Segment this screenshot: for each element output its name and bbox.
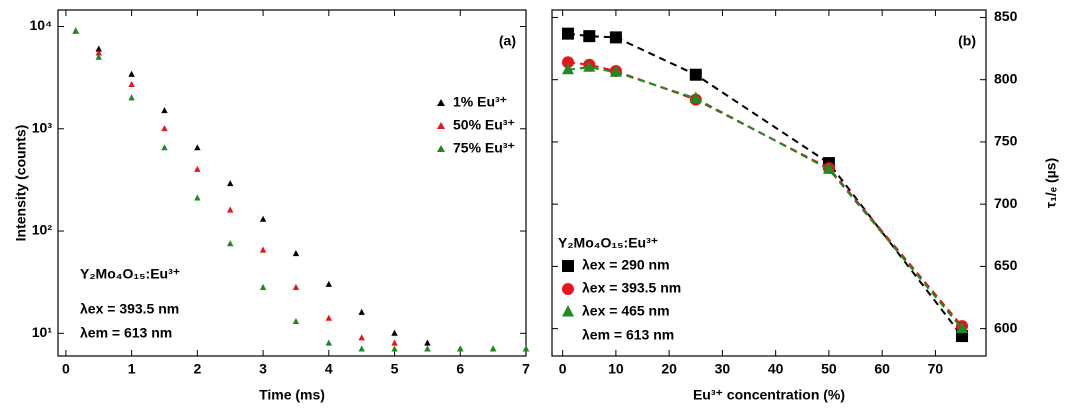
panel-label: (a)	[499, 33, 516, 49]
x-tick-label: 0	[62, 361, 70, 377]
y-tick-label: 10¹	[32, 324, 53, 340]
data-point	[689, 68, 702, 81]
data-point	[424, 345, 431, 352]
y-tick-label: 800	[994, 70, 1018, 86]
y-tick-label: 600	[994, 319, 1018, 335]
data-point	[609, 31, 622, 44]
x-tick-label: 70	[928, 361, 944, 377]
data-point	[424, 339, 431, 346]
y-tick-label: 650	[994, 257, 1018, 273]
legend-marker	[437, 145, 445, 152]
x-tick-label: 7	[522, 361, 530, 377]
x-tick-label: 50	[821, 361, 837, 377]
data-point	[561, 56, 574, 69]
y-tick-label: 750	[994, 133, 1018, 149]
y-tick-label: 700	[994, 195, 1018, 211]
data-point	[583, 60, 596, 72]
x-tick-label: 40	[768, 361, 784, 377]
data-point	[95, 53, 102, 60]
data-point	[325, 339, 333, 346]
x-tick-label: 5	[391, 361, 399, 377]
data-point	[292, 283, 300, 290]
annotation: λex = 393.5 nm	[80, 301, 179, 317]
data-point	[391, 345, 398, 352]
y-axis-title: τ₁/ₑ (µs)	[1043, 158, 1059, 208]
data-point	[822, 162, 835, 174]
data-point	[128, 94, 135, 101]
data-point	[325, 280, 333, 287]
annotation: λem = 613 nm	[582, 327, 674, 343]
y-axis-title: Intensity (counts)	[13, 125, 29, 242]
data-point	[227, 206, 234, 213]
data-point	[194, 144, 201, 151]
data-point	[325, 314, 333, 321]
y-tick-label: 10²	[32, 222, 53, 238]
data-point	[358, 345, 365, 352]
legend-marker	[562, 260, 574, 272]
x-axis-title: Time (ms)	[259, 387, 325, 403]
y-tick-label: 850	[994, 8, 1018, 24]
annotation: Y₂Mo₄O₁₅:Eu³⁺	[558, 235, 658, 251]
data-point	[259, 215, 267, 222]
plot-frame	[551, 9, 987, 357]
data-point	[609, 65, 622, 77]
data-point	[583, 30, 596, 43]
panel-label: (b)	[958, 33, 976, 49]
x-tick-label: 60	[874, 361, 890, 377]
x-tick-label: 10	[608, 361, 624, 377]
data-point	[561, 27, 574, 40]
data-point	[292, 317, 300, 325]
legend-marker	[562, 305, 574, 317]
data-point	[358, 334, 365, 341]
data-point	[95, 45, 102, 52]
legend-label: 50% Eu³⁺	[453, 117, 515, 133]
x-tick-label: 1	[128, 361, 136, 377]
data-point	[956, 321, 969, 334]
data-point	[161, 144, 168, 151]
legend-marker	[562, 283, 574, 295]
data-point	[128, 80, 135, 88]
x-tick-label: 4	[325, 361, 333, 377]
data-point	[391, 339, 398, 346]
legend-label: λex = 393.5 nm	[582, 280, 681, 296]
data-point	[457, 345, 464, 352]
data-point	[161, 107, 168, 114]
x-tick-label: 2	[193, 361, 201, 377]
data-point	[522, 345, 530, 352]
x-tick-label: 6	[456, 361, 464, 377]
data-point	[128, 70, 135, 77]
data-point	[95, 49, 102, 56]
data-point	[561, 62, 574, 75]
x-axis-title: Eu³⁺ concentration (%)	[693, 387, 845, 403]
legend-label: 1% Eu³⁺	[453, 94, 507, 110]
data-point	[72, 27, 79, 34]
data-point	[259, 283, 267, 290]
data-point	[489, 345, 497, 352]
data-point	[259, 246, 267, 253]
data-point	[227, 240, 234, 247]
legend-marker	[437, 99, 445, 106]
data-point	[194, 165, 201, 172]
legend-marker	[437, 122, 445, 129]
data-point	[194, 194, 201, 201]
y-tick-label: 10⁴	[30, 17, 53, 33]
annotation: Y₂Mo₄O₁₅:Eu³⁺	[80, 266, 180, 282]
x-tick-label: 3	[259, 361, 267, 377]
legend-label: λex = 465 nm	[582, 303, 670, 319]
data-point	[689, 91, 702, 103]
legend-label: λex = 290 nm	[582, 257, 670, 273]
legend-label: 75% Eu³⁺	[453, 140, 515, 156]
plot-frame	[57, 9, 527, 357]
data-point	[161, 125, 168, 132]
x-tick-label: 30	[715, 361, 731, 377]
data-point	[292, 250, 300, 257]
data-point	[391, 329, 398, 336]
y-tick-label: 10³	[32, 119, 53, 135]
x-tick-label: 0	[559, 361, 567, 377]
data-point	[358, 308, 365, 315]
annotation: λem = 613 nm	[80, 325, 172, 341]
x-tick-label: 20	[661, 361, 677, 377]
data-point	[227, 180, 234, 187]
